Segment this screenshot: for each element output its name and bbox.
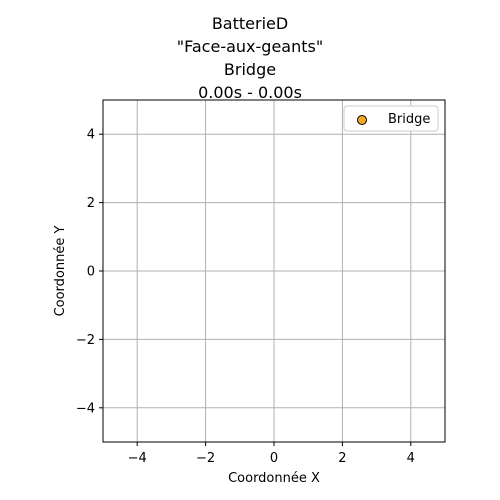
x-axis-label: Coordonnée X bbox=[228, 471, 320, 486]
x-tick-label: −4 bbox=[128, 451, 147, 466]
y-axis-ticks: −4 −2 0 2 4 bbox=[76, 128, 103, 416]
grid bbox=[103, 100, 445, 442]
y-tick-label: −4 bbox=[76, 401, 95, 416]
x-tick-label: −2 bbox=[196, 451, 215, 466]
legend-label-bridge: Bridge bbox=[388, 112, 430, 127]
legend-box bbox=[343, 105, 439, 132]
x-tick-label: 4 bbox=[407, 451, 415, 466]
x-axis-ticks: −4 −2 0 2 4 bbox=[128, 442, 415, 466]
legend: Bridge bbox=[343, 105, 439, 132]
title-line-4: 0.00s - 0.00s bbox=[198, 83, 302, 102]
title-line-1: BatterieD bbox=[211, 14, 289, 33]
y-tick-label: 0 bbox=[87, 265, 95, 280]
title-line-2: "Face-aux-geants" bbox=[176, 37, 324, 56]
y-tick-label: −2 bbox=[76, 333, 95, 348]
y-tick-label: 4 bbox=[87, 128, 95, 143]
y-axis-label: Coordonnée Y bbox=[53, 226, 68, 317]
chart-title: BatterieD "Face-aux-geants" Bridge 0.00s… bbox=[0, 12, 500, 104]
legend-marker-bridge bbox=[357, 115, 367, 125]
title-line-3: Bridge bbox=[223, 60, 277, 79]
x-tick-label: 0 bbox=[270, 451, 278, 466]
x-tick-label: 2 bbox=[338, 451, 346, 466]
y-tick-label: 2 bbox=[87, 196, 95, 211]
